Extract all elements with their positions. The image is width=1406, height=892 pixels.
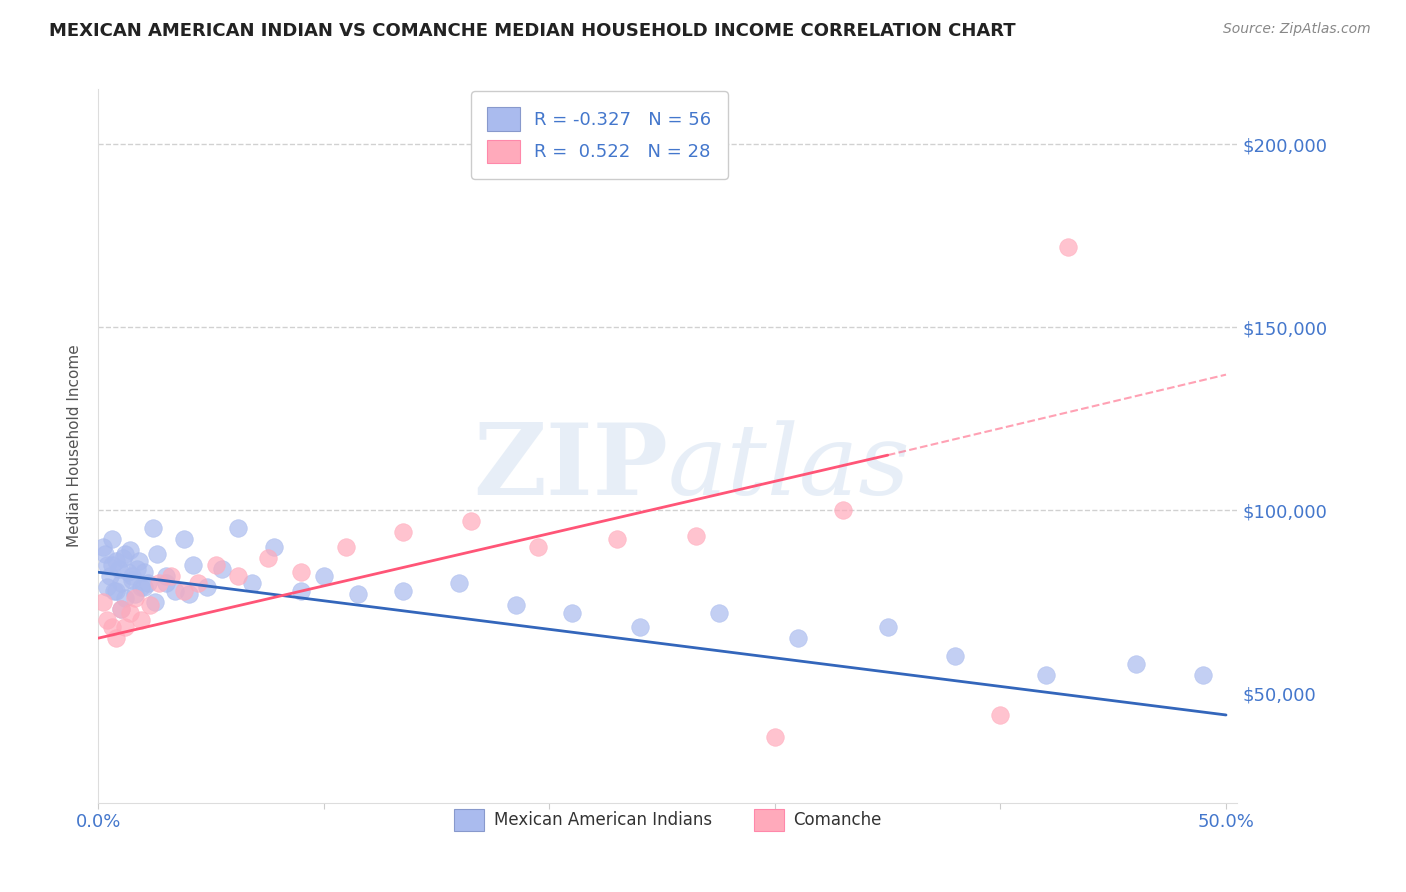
Point [263, 540, 285, 554]
Point [449, 576, 471, 591]
Point [96, 558, 118, 572]
Point [527, 540, 550, 554]
Point [312, 569, 335, 583]
Point [101, 533, 124, 547]
Point [1035, 667, 1057, 681]
Point [143, 594, 166, 608]
Point [114, 591, 136, 605]
Point [118, 543, 141, 558]
Point [105, 631, 128, 645]
Point [990, 708, 1012, 723]
Text: atlas: atlas [668, 420, 911, 515]
Point [226, 569, 249, 583]
Point [129, 613, 152, 627]
Point [96, 580, 118, 594]
Point [110, 576, 132, 591]
Point [460, 514, 482, 528]
Point [763, 730, 786, 744]
Point [181, 558, 204, 572]
Point [1192, 667, 1215, 681]
Legend: Mexican American Indians, Comanche: Mexican American Indians, Comanche [447, 803, 889, 838]
Y-axis label: Median Household Income: Median Household Income [66, 344, 82, 548]
Point [1057, 239, 1080, 253]
Point [155, 569, 177, 583]
Point [831, 503, 853, 517]
Point [1125, 657, 1147, 671]
Point [139, 598, 162, 612]
Point [945, 649, 967, 664]
Point [392, 583, 415, 598]
Point [112, 550, 135, 565]
Point [226, 521, 249, 535]
Point [118, 606, 141, 620]
Point [91, 540, 114, 554]
Point [628, 620, 651, 634]
Point [98, 569, 121, 583]
Point [132, 566, 155, 580]
Point [786, 631, 808, 645]
Point [128, 554, 150, 568]
Point [204, 558, 226, 572]
Point [129, 580, 152, 594]
Point [165, 583, 187, 598]
Point [91, 594, 114, 608]
Point [211, 561, 233, 575]
Point [101, 620, 124, 634]
Point [290, 566, 312, 580]
Point [101, 558, 124, 572]
Point [117, 566, 139, 580]
Point [155, 576, 177, 591]
Point [290, 583, 312, 598]
Point [125, 561, 148, 575]
Point [94, 547, 117, 561]
Point [105, 554, 128, 568]
Point [177, 587, 200, 601]
Point [346, 587, 368, 601]
Point [159, 569, 181, 583]
Text: ZIP: ZIP [472, 419, 668, 516]
Point [136, 576, 159, 591]
Point [561, 606, 583, 620]
Point [141, 521, 163, 535]
Point [114, 620, 136, 634]
Point [173, 583, 195, 598]
Point [110, 602, 132, 616]
Point [124, 591, 146, 605]
Point [392, 524, 415, 539]
Point [606, 533, 628, 547]
Point [173, 533, 195, 547]
Point [256, 550, 278, 565]
Point [107, 561, 129, 575]
Point [96, 613, 118, 627]
Point [132, 580, 155, 594]
Text: MEXICAN AMERICAN INDIAN VS COMANCHE MEDIAN HOUSEHOLD INCOME CORRELATION CHART: MEXICAN AMERICAN INDIAN VS COMANCHE MEDI… [49, 22, 1015, 40]
Point [876, 620, 898, 634]
Point [685, 529, 707, 543]
Point [110, 602, 132, 616]
Point [103, 583, 125, 598]
Point [146, 547, 169, 561]
Point [187, 576, 209, 591]
Point [240, 576, 263, 591]
Point [121, 573, 143, 587]
Point [335, 540, 357, 554]
Point [707, 606, 730, 620]
Point [114, 547, 136, 561]
Point [124, 587, 146, 601]
Text: Source: ZipAtlas.com: Source: ZipAtlas.com [1223, 22, 1371, 37]
Point [121, 569, 143, 583]
Point [148, 576, 170, 591]
Point [505, 598, 527, 612]
Point [105, 583, 128, 598]
Point [195, 580, 218, 594]
